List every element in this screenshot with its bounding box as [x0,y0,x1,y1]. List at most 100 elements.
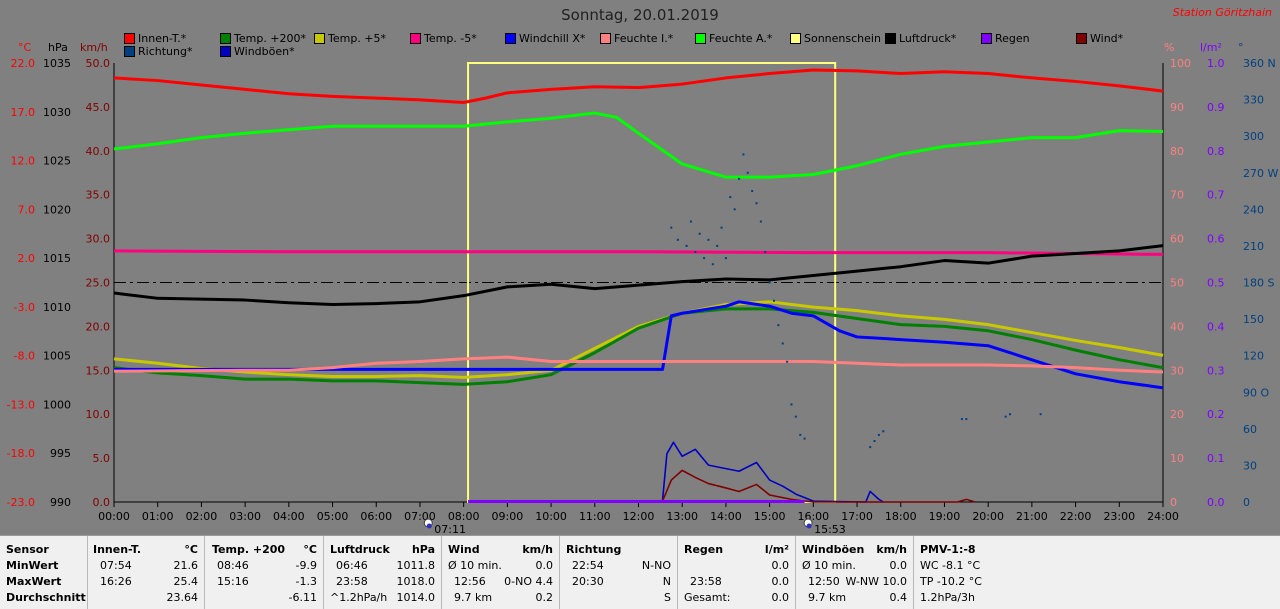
series-line [113,300,1164,379]
kmh-unit: km/h [80,41,108,54]
sunrise-marker-time: 07:11 [434,523,466,535]
direction-point [1039,413,1042,416]
footer-wind-column: Wind km/h Ø 10 min. 0.0 12:56 0-NO 4.4 9… [442,536,560,609]
direction-tick: 240 [1243,203,1264,216]
rain-tick: 0.1 [1207,452,1225,465]
rain-tick: 0.4 [1207,320,1225,333]
station-name: Station Göritzhain [1172,6,1272,19]
windboeen-unit: km/h [876,543,907,556]
hpa-tick: 1000 [43,398,71,411]
innen-min-value: 21.6 [173,559,199,572]
pmv-header: PMV-1:-8 [920,543,976,556]
innen-min-time: 07:54 [100,559,132,572]
hpa-tick: 995 [50,447,71,460]
x-tick-label: 23:00 [1103,510,1135,523]
x-tick-label: 09:00 [492,510,524,523]
direction-point [716,244,719,247]
kmh-tick: 50.0 [86,57,111,70]
wind-distance: 9.7 km [454,591,493,604]
percent-tick: 0 [1170,496,1177,509]
direction-point [777,324,780,327]
x-tick-label: 12:00 [623,510,655,523]
x-tick-label: 11:00 [579,510,611,523]
footer-richtung-column: Richtung 22:54 N-NO 20:30 N S [560,536,678,609]
direction-point [772,299,775,302]
percent-unit: % [1164,41,1175,54]
hpa-tick: 1020 [43,203,71,216]
hpa-unit: hPa [48,41,68,54]
temp200-avg-value: -6.11 [288,591,317,604]
kmh-tick: 35.0 [86,189,111,202]
direction-point [799,433,802,436]
direction-point [733,208,736,211]
direction-point [873,440,876,443]
legend-swatch [124,46,135,57]
legend-item: Luftdruck* [885,32,956,45]
innen-max-value: 25.4 [173,575,199,588]
kmh-tick: 0.0 [93,496,111,509]
x-tick-label: 01:00 [142,510,174,523]
x-tick-label: 08:00 [448,510,480,523]
percent-tick: 60 [1170,233,1184,246]
direction-point [670,226,673,229]
direction-tick: 60 [1243,423,1257,436]
x-tick-label: 21:00 [1016,510,1048,523]
direction-point [711,263,714,266]
statistics-footer: Sensor MinWert MaxWert Durchschnitt Inne… [0,535,1280,609]
temp200-max-time: 15:16 [217,575,249,588]
hpa-tick: 1005 [43,350,71,363]
direction-point [768,281,771,284]
celsius-tick: 22.0 [11,57,36,70]
footer-pmv-column: PMV-1:-8 WC -8.1 °C TP -10.2 °C 1.2hPa/3… [914,536,1024,609]
richtung-min-value: N-NO [641,559,671,572]
kmh-tick: 45.0 [86,101,111,114]
direction-tick: 30 [1243,459,1257,472]
regen-max-time: 23:58 [690,575,722,588]
direction-point [1004,415,1007,418]
direction-tick: 0 [1243,496,1250,509]
direction-tick: 180 S [1243,277,1274,290]
celsius-tick: -3.0 [14,301,35,314]
x-tick-label: 24:00 [1147,510,1179,523]
legend-swatch [124,33,135,44]
direction-tick: 360 N [1243,57,1276,70]
rain-tick: 0.7 [1207,189,1225,202]
series-line [661,469,976,503]
rain-tick: 1.0 [1207,57,1225,70]
legend-label: Temp. +200* [234,32,307,45]
wind-avg10-value: 0.0 [535,559,554,572]
legend-swatch [1076,33,1087,44]
x-tick-label: 06:00 [360,510,392,523]
wind-unit: km/h [522,543,553,556]
x-tick-label: 14:00 [710,510,742,523]
pmv-windchill: WC -8.1 °C [920,559,981,572]
legend-label: Windchill X* [519,32,586,45]
windboeen-max-time: 12:50 [808,575,840,588]
regen-max-value: 0.0 [771,575,790,588]
series-line [113,307,1164,386]
percent-tick: 90 [1170,101,1184,114]
direction-point [738,177,741,180]
windboeen-header: Windböen [802,543,865,556]
legend-swatch [220,46,231,57]
direction-unit: ° [1238,41,1244,54]
direction-point [742,153,745,156]
x-tick-label: 15:00 [754,510,786,523]
legend-item: Regen [981,32,1030,45]
wind-avg-value: 0.2 [535,591,554,604]
temp200-max-value: -1.3 [295,575,317,588]
direction-point [965,418,968,421]
x-tick-label: 02:00 [186,510,218,523]
series-line [661,441,884,503]
temp200-min-time: 08:46 [217,559,249,572]
regen-unit: l/m² [764,543,789,556]
x-tick-label: 10:00 [535,510,567,523]
max-label: MaxWert [6,575,62,588]
legend-item: Richtung* [124,45,192,58]
richtung-header: Richtung [566,543,622,556]
direction-tick: 120 [1243,350,1264,363]
legend-item: Temp. +5* [314,32,386,45]
direction-point [869,446,872,449]
footer-windboeen-column: Windböen km/h Ø 10 min. 0.0 12:50 W-NW 1… [796,536,914,609]
kmh-tick: 15.0 [86,364,111,377]
